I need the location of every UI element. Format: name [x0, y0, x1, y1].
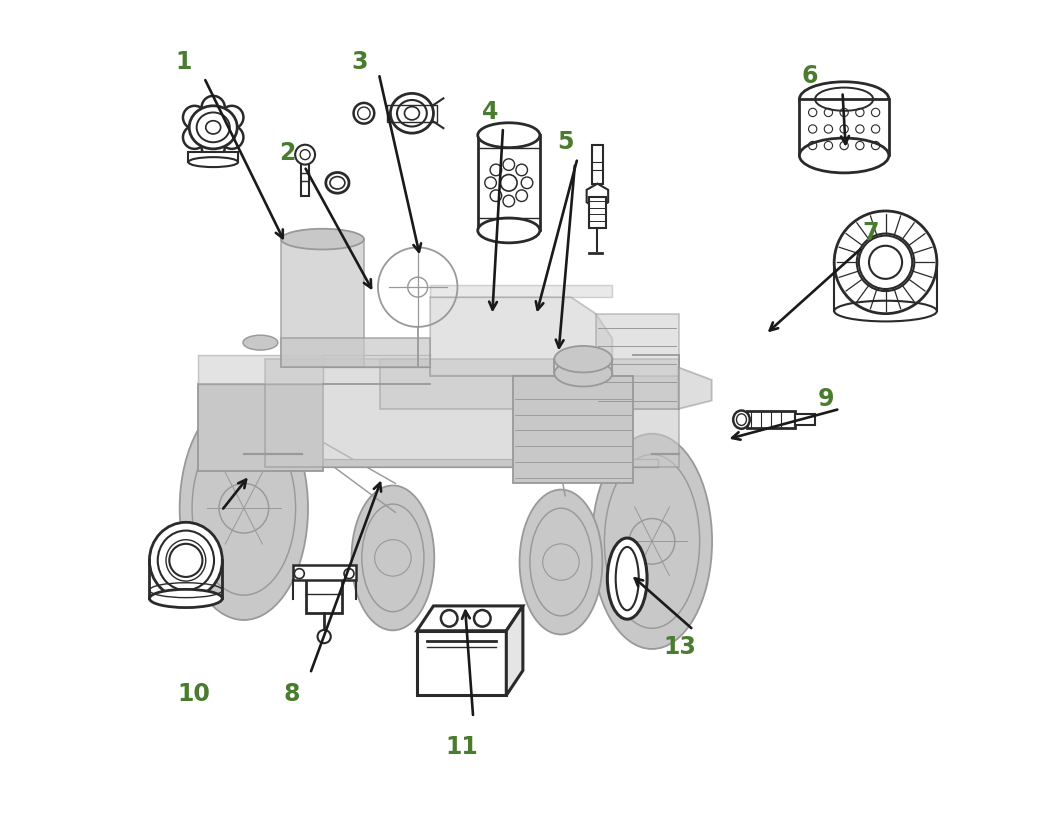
Circle shape — [441, 610, 457, 627]
Polygon shape — [417, 606, 523, 631]
Circle shape — [183, 107, 207, 130]
Circle shape — [294, 569, 304, 579]
Text: 4: 4 — [482, 100, 498, 123]
Ellipse shape — [189, 158, 238, 168]
Ellipse shape — [352, 486, 434, 630]
Ellipse shape — [478, 123, 540, 149]
Polygon shape — [198, 356, 323, 385]
Polygon shape — [596, 314, 679, 409]
Circle shape — [201, 136, 225, 160]
Circle shape — [344, 569, 354, 579]
Text: 3: 3 — [352, 50, 369, 74]
Ellipse shape — [733, 411, 750, 429]
Ellipse shape — [554, 347, 612, 373]
Bar — [800, 100, 889, 156]
Ellipse shape — [149, 523, 222, 599]
Text: 7: 7 — [862, 222, 879, 245]
Bar — [589, 198, 606, 229]
Circle shape — [201, 97, 225, 120]
Polygon shape — [301, 164, 309, 197]
Ellipse shape — [834, 212, 937, 314]
Bar — [189, 153, 238, 163]
Ellipse shape — [478, 218, 540, 243]
Bar — [592, 146, 604, 185]
Bar — [388, 106, 436, 122]
Text: 1: 1 — [175, 50, 192, 74]
Polygon shape — [265, 360, 679, 467]
Bar — [748, 412, 795, 428]
Polygon shape — [506, 606, 523, 696]
Ellipse shape — [592, 434, 712, 649]
Text: 2: 2 — [280, 141, 295, 165]
Bar — [417, 631, 506, 696]
Polygon shape — [281, 339, 430, 368]
Bar — [292, 566, 356, 581]
Ellipse shape — [190, 107, 237, 150]
Bar — [795, 414, 815, 426]
Polygon shape — [430, 298, 612, 376]
Text: 5: 5 — [557, 131, 573, 154]
Polygon shape — [198, 385, 323, 471]
Ellipse shape — [520, 490, 603, 635]
Bar — [306, 574, 342, 614]
Polygon shape — [679, 368, 712, 409]
Polygon shape — [281, 240, 364, 368]
Text: 6: 6 — [801, 65, 818, 88]
Circle shape — [318, 630, 330, 643]
Ellipse shape — [281, 229, 364, 251]
Ellipse shape — [800, 83, 889, 117]
Circle shape — [183, 127, 207, 150]
Bar — [513, 376, 633, 484]
Polygon shape — [587, 184, 608, 209]
Text: 8: 8 — [284, 681, 300, 705]
Bar — [478, 136, 540, 231]
Polygon shape — [380, 360, 679, 409]
Text: 13: 13 — [664, 635, 697, 658]
Polygon shape — [244, 459, 658, 467]
Ellipse shape — [243, 336, 277, 351]
Ellipse shape — [180, 397, 308, 620]
Ellipse shape — [607, 538, 647, 619]
Ellipse shape — [149, 590, 222, 608]
Ellipse shape — [354, 104, 374, 125]
Ellipse shape — [800, 139, 889, 174]
Circle shape — [220, 127, 244, 150]
Text: 9: 9 — [818, 387, 834, 410]
Polygon shape — [430, 285, 612, 298]
Circle shape — [220, 107, 244, 130]
Text: 11: 11 — [445, 734, 478, 758]
Circle shape — [474, 610, 490, 627]
Ellipse shape — [391, 94, 433, 134]
Ellipse shape — [554, 361, 612, 387]
Text: 10: 10 — [178, 681, 211, 705]
Circle shape — [295, 146, 315, 165]
